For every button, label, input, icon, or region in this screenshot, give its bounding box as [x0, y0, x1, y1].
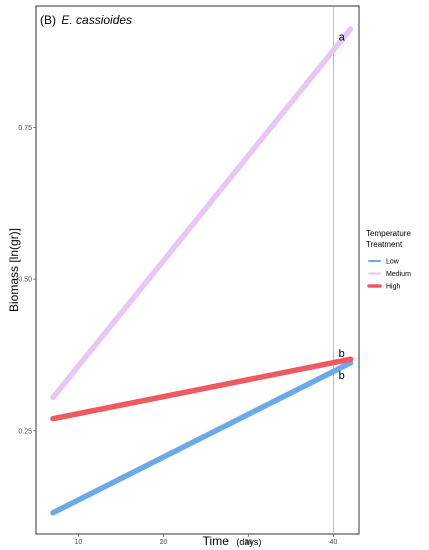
legend: Temperature Treatment Low Medium High [366, 229, 411, 291]
series-layer [50, 26, 354, 516]
x-tick-label: 30 [245, 539, 253, 546]
series-line-high [50, 356, 354, 422]
x-axis-title-main: Time [203, 534, 230, 548]
x-axis-ticks: 10 20 30 40 [75, 534, 338, 546]
annotation-layer: a bb [339, 31, 346, 382]
legend-title-line2: Treatment [366, 240, 403, 249]
legend-title-line1: Temperature [366, 229, 411, 238]
legend-label-medium: Medium [386, 271, 411, 278]
chart-title-species: E. cassioides [61, 13, 132, 27]
legend-label-low: Low [386, 259, 400, 266]
series-line-low [50, 360, 354, 516]
y-axis-ticks: 0.25 0.50 0.75 [18, 125, 36, 435]
x-tick-label: 40 [330, 539, 338, 546]
x-axis-title-unit: (days) [236, 537, 261, 547]
y-tick-label: 0.75 [18, 125, 32, 132]
legend-label-high: High [386, 284, 401, 291]
plot-panel [35, 5, 360, 535]
annotation-2: b [339, 370, 345, 382]
annotation-0: a [339, 31, 346, 43]
series-line-medium [50, 26, 354, 401]
x-tick-label: 10 [75, 539, 83, 546]
y-tick-label: 0.50 [18, 277, 32, 284]
x-axis-title: Time (days) [203, 532, 262, 549]
annotation-1: b [339, 348, 345, 360]
chart-title-prefix: (B) [40, 13, 56, 27]
y-axis-title: Biomass [ln(gr)] [7, 228, 21, 312]
legend-items: Low Medium High [367, 259, 411, 291]
chart-title: (B) E. cassioides [40, 13, 132, 27]
y-tick-label: 0.25 [18, 428, 32, 435]
x-tick-label: 20 [160, 539, 168, 546]
